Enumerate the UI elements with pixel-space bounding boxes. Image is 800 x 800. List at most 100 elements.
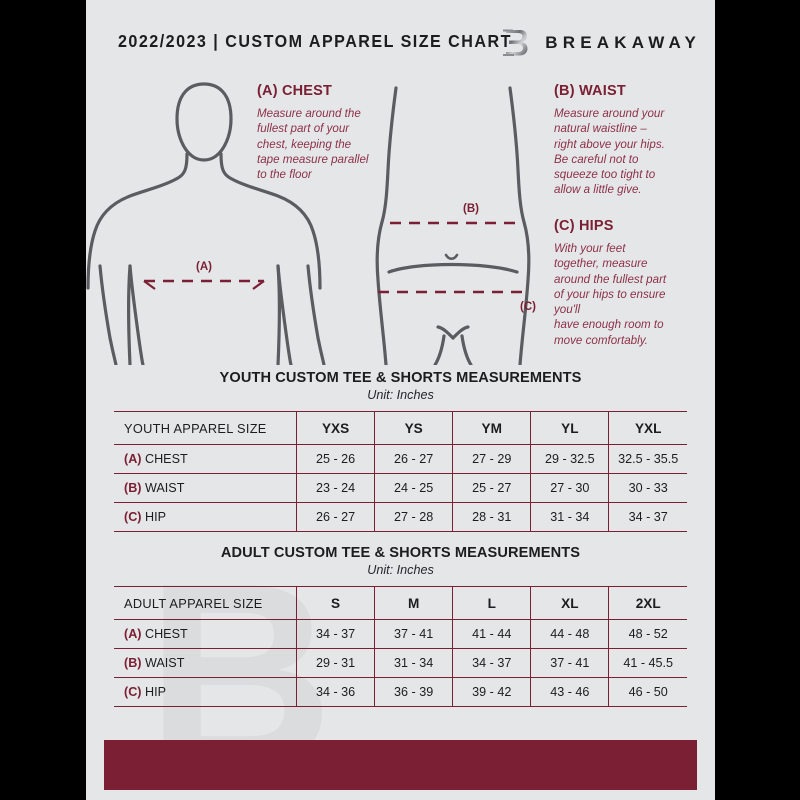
youth-col-head-2: YM [452, 411, 532, 445]
row-name: WAIST [144, 481, 185, 495]
waist-note-body: Measure around your natural waistline – … [554, 107, 665, 197]
youth-cell-0-3: 29 - 32.5 [530, 444, 610, 474]
adult-cell-1-3: 37 - 41 [530, 648, 610, 678]
table-row: (A) CHEST 34 - 37 37 - 41 41 - 44 44 - 4… [114, 619, 687, 649]
chest-note-heading: (A) CHEST [257, 83, 333, 99]
adult-cell-1-0: 29 - 31 [296, 648, 376, 678]
youth-cell-1-2: 25 - 27 [452, 473, 532, 503]
adult-cell-1-1: 31 - 34 [374, 648, 454, 678]
hips-note: (C) HIPS With your feet together, measur… [554, 218, 704, 348]
youth-col-head-4: YXL [608, 411, 687, 445]
youth-cell-1-0: 23 - 24 [296, 473, 376, 503]
row-name: CHEST [144, 452, 188, 466]
youth-cell-2-3: 31 - 34 [530, 502, 610, 532]
youth-cell-2-2: 28 - 31 [452, 502, 532, 532]
chest-note: (A) CHEST Measure around the fullest par… [257, 83, 407, 182]
youth-size-label-header: YOUTH APPAREL SIZE [114, 411, 297, 445]
adult-cell-0-3: 44 - 48 [530, 619, 610, 649]
chest-note-body: Measure around the fullest part of your … [257, 107, 369, 182]
page-title: 2022/2023 | CUSTOM APPAREL SIZE CHART [118, 31, 512, 51]
adult-cell-2-0: 34 - 36 [296, 677, 376, 707]
youth-col-head-1: YS [374, 411, 454, 445]
torso-figure [86, 82, 326, 365]
table-row: (B) WAIST 29 - 31 31 - 34 34 - 37 37 - 4… [114, 648, 687, 678]
adult-row-label-1: (B) WAIST [114, 648, 297, 678]
youth-cell-2-1: 27 - 28 [374, 502, 454, 532]
adult-table-header-row: ADULT APPAREL SIZE S M L XL 2XL [114, 586, 687, 620]
adult-cell-1-2: 34 - 37 [452, 648, 532, 678]
youth-row-label-1: (B) WAIST [114, 473, 297, 503]
adult-cell-1-4: 41 - 45.5 [608, 648, 687, 678]
brand-name: BREAKAWAY [545, 33, 701, 52]
youth-size-table: YOUTH APPAREL SIZE YXS YS YM YL YXL (A) … [114, 411, 687, 532]
waist-note: (B) WAIST Measure around your natural wa… [554, 83, 699, 198]
size-chart-page: B 2022/2023 | CUSTOM APPAREL SIZE CHART … [86, 0, 715, 800]
hip-marker-label: (C) [520, 301, 536, 313]
chest-measure-line: (A) [143, 261, 265, 290]
hips-figure [375, 86, 531, 365]
row-name: CHEST [144, 627, 188, 641]
hips-note-heading: (C) HIPS [554, 218, 614, 234]
adult-section-unit: Unit: Inches [367, 563, 434, 577]
row-tag: (A) [124, 627, 142, 641]
adult-col-head-0: S [296, 586, 376, 620]
row-name: WAIST [144, 656, 185, 670]
youth-row-label-2: (C) HIP [114, 502, 297, 532]
adult-cell-2-3: 43 - 46 [530, 677, 610, 707]
row-name: HIP [144, 685, 166, 699]
waist-marker-label: (B) [463, 203, 479, 215]
table-row: (C) HIP 34 - 36 36 - 39 39 - 42 43 - 46 … [114, 677, 687, 707]
row-tag: (B) [124, 481, 142, 495]
youth-cell-0-4: 32.5 - 35.5 [608, 444, 687, 474]
adult-cell-0-4: 48 - 52 [608, 619, 687, 649]
youth-cell-1-3: 27 - 30 [530, 473, 610, 503]
adult-row-label-2: (C) HIP [114, 677, 297, 707]
youth-cell-2-4: 34 - 37 [608, 502, 687, 532]
row-tag: (A) [124, 452, 142, 466]
measurement-diagram: (A) (B) [86, 70, 715, 365]
youth-section: YOUTH CUSTOM TEE & SHORTS MEASUREMENTS U… [114, 370, 687, 532]
youth-section-title: YOUTH CUSTOM TEE & SHORTS MEASUREMENTS [219, 370, 582, 386]
footer-accent-bar [104, 740, 697, 790]
adult-cell-2-4: 46 - 50 [608, 677, 687, 707]
breakaway-b-logo-icon [503, 29, 528, 56]
hip-measure-line: (C) [378, 290, 536, 313]
row-name: HIP [144, 510, 166, 524]
adult-col-head-4: 2XL [608, 586, 687, 620]
table-row: (C) HIP 26 - 27 27 - 28 28 - 31 31 - 34 … [114, 502, 687, 532]
youth-table-header-row: YOUTH APPAREL SIZE YXS YS YM YL YXL [114, 411, 687, 445]
youth-cell-0-1: 26 - 27 [374, 444, 454, 474]
waist-note-heading: (B) WAIST [554, 83, 626, 99]
row-tag: (B) [124, 656, 142, 670]
adult-size-label-header: ADULT APPAREL SIZE [114, 586, 297, 620]
adult-cell-0-2: 41 - 44 [452, 619, 532, 649]
adult-cell-0-0: 34 - 37 [296, 619, 376, 649]
adult-cell-2-1: 36 - 39 [374, 677, 454, 707]
adult-cell-0-1: 37 - 41 [374, 619, 454, 649]
body-figures-svg: (A) (B) [86, 82, 536, 365]
adult-col-head-2: L [452, 586, 532, 620]
brand-lockup: BREAKAWAY [501, 27, 701, 59]
table-row: (B) WAIST 23 - 24 24 - 25 25 - 27 27 - 3… [114, 473, 687, 503]
youth-cell-0-2: 27 - 29 [452, 444, 532, 474]
adult-row-label-0: (A) CHEST [114, 619, 297, 649]
youth-cell-1-1: 24 - 25 [374, 473, 454, 503]
chest-marker-label: (A) [196, 261, 212, 273]
table-row: (A) CHEST 25 - 26 26 - 27 27 - 29 29 - 3… [114, 444, 687, 474]
youth-cell-2-0: 26 - 27 [296, 502, 376, 532]
hips-note-body: With your feet together, measure around … [554, 242, 667, 347]
page-header: 2022/2023 | CUSTOM APPAREL SIZE CHART BR… [86, 0, 715, 70]
adult-col-head-3: XL [530, 586, 610, 620]
youth-col-head-0: YXS [296, 411, 376, 445]
waist-measure-line: (B) [390, 203, 519, 225]
youth-section-unit: Unit: Inches [367, 388, 434, 402]
row-tag: (C) [124, 685, 142, 699]
torso-sides [126, 264, 282, 365]
adult-cell-2-2: 39 - 42 [452, 677, 532, 707]
adult-section: ADULT CUSTOM TEE & SHORTS MEASUREMENTS U… [114, 545, 687, 707]
youth-row-label-0: (A) CHEST [114, 444, 297, 474]
adult-section-title: ADULT CUSTOM TEE & SHORTS MEASUREMENTS [220, 545, 581, 561]
adult-size-table: ADULT APPAREL SIZE S M L XL 2XL (A) CHES… [114, 586, 687, 707]
youth-col-head-3: YL [530, 411, 610, 445]
adult-col-head-1: M [374, 586, 454, 620]
